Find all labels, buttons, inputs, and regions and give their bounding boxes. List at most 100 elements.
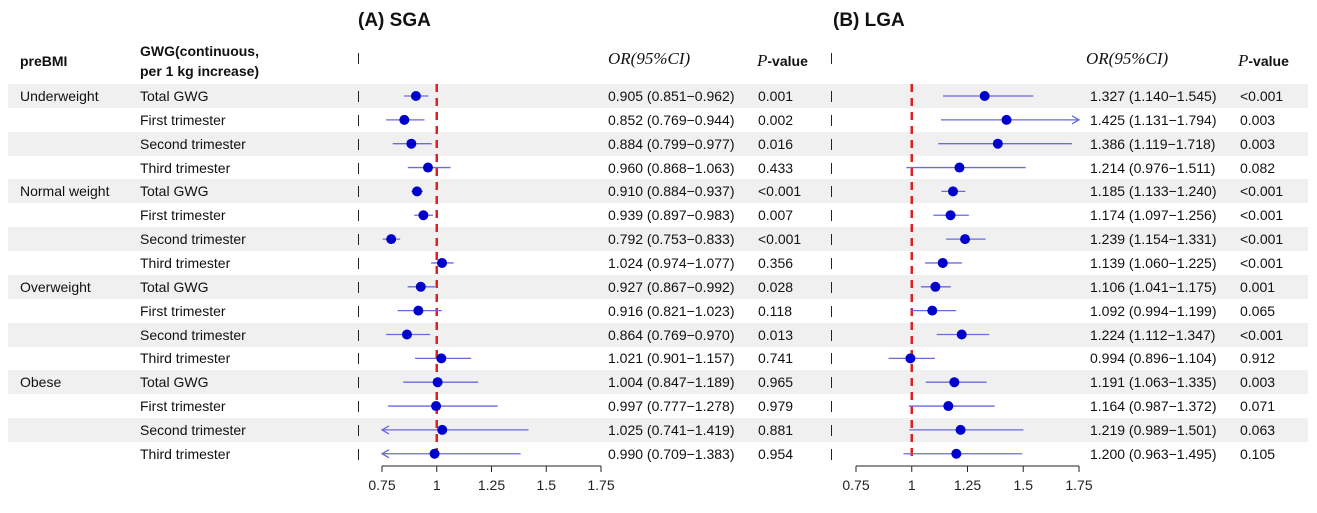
row-stripe — [8, 274, 1308, 299]
or-point-lga — [948, 186, 959, 197]
or-point-lga — [927, 305, 938, 316]
or-point-lga — [992, 138, 1003, 149]
row-tick — [358, 305, 359, 317]
row-tick — [358, 448, 359, 460]
or-point-sga — [437, 257, 448, 268]
prebmi-header: preBMI — [20, 53, 68, 69]
row-tick — [358, 377, 359, 389]
or-point-sga — [401, 329, 412, 340]
or-ci-text-lga: 1.092 (0.994−1.199) — [1090, 302, 1217, 319]
group-label: Underweight — [20, 88, 99, 104]
x-tick-label-sga: 1.75 — [587, 477, 614, 493]
or-ci-text-sga: 0.792 (0.753−0.833) — [608, 231, 735, 248]
row-tick — [358, 186, 359, 198]
row-tick — [358, 353, 359, 365]
pvalue-sga: <0.001 — [758, 183, 802, 200]
or-header-lga: OR(95%CI) — [1086, 49, 1169, 68]
or-ci-text-sga: 0.884 (0.799−0.977) — [608, 135, 735, 152]
pvalue-lga: 0.082 — [1240, 159, 1276, 176]
or-point-lga — [956, 329, 967, 340]
row-stripe — [8, 179, 1308, 204]
or-point-lga — [930, 281, 941, 292]
pvalue-lga: 0.063 — [1240, 421, 1276, 438]
row-stripe — [8, 227, 1308, 252]
row-tick — [831, 424, 832, 436]
row-tick — [831, 186, 832, 198]
x-tick-label-sga: 1.5 — [537, 477, 557, 493]
or-point-lga — [1001, 114, 1012, 125]
panel-title-sga: (A) SGA — [358, 10, 431, 31]
or-point-lga — [960, 234, 971, 245]
pvalue-header-lga: P-value — [1238, 51, 1289, 71]
or-ci-text-sga: 0.864 (0.769−0.970) — [608, 326, 735, 343]
row-label: Second trimester — [140, 135, 246, 152]
row-tick — [358, 210, 359, 222]
pvalue-lga: <0.001 — [1240, 88, 1284, 104]
gwg-header-line2: per 1 kg increase) — [140, 63, 260, 79]
pvalue-lga: 0.003 — [1240, 111, 1276, 128]
row-tick — [358, 281, 359, 293]
or-ci-text-lga: 1.425 (1.131−1.794) — [1090, 111, 1217, 128]
or-point-lga — [945, 210, 956, 221]
x-tick-label-sga: 0.75 — [368, 477, 395, 493]
row-tick — [358, 234, 359, 246]
x-tick-label-lga: 1.25 — [954, 477, 981, 493]
pvalue-sga: 0.979 — [758, 398, 794, 415]
row-label: First trimester — [140, 398, 226, 415]
group-label: Normal weight — [20, 183, 110, 200]
row-tick — [358, 162, 359, 174]
row-label: First trimester — [140, 111, 226, 128]
or-point-lga — [979, 91, 990, 101]
ci-arrow-lga — [1071, 115, 1081, 125]
pvalue-header-italic: P — [1238, 51, 1249, 70]
pvalue-sga: 0.028 — [758, 278, 794, 295]
x-tick-label-sga: 1 — [433, 477, 441, 493]
row-tick — [358, 329, 359, 341]
pvalue-sga: 0.007 — [758, 207, 794, 224]
row-stripe — [8, 322, 1308, 347]
row-label: Third trimester — [140, 445, 231, 462]
group-label: Obese — [20, 374, 62, 391]
pvalue-sga: 0.118 — [758, 302, 792, 319]
row-tick — [831, 281, 832, 293]
or-ci-text-sga: 1.004 (0.847−1.189) — [608, 374, 735, 391]
or-ci-text-lga: 1.164 (0.987−1.372) — [1090, 398, 1217, 415]
row-tick — [358, 91, 359, 102]
row-label: Third trimester — [140, 350, 231, 367]
row-tick — [831, 448, 832, 460]
ci-arrow-sga — [380, 449, 390, 459]
row-label: Total GWG — [140, 88, 209, 104]
or-ci-text-lga: 1.139 (1.060−1.225) — [1090, 254, 1217, 271]
or-ci-text-lga: 0.994 (0.896−1.104) — [1090, 350, 1217, 367]
or-point-sga — [412, 186, 423, 197]
row-tick — [831, 329, 832, 341]
pvalue-header-rest: -value — [767, 53, 808, 69]
row-tick — [831, 162, 832, 174]
or-point-sga — [431, 401, 442, 412]
or-point-sga — [436, 353, 447, 364]
or-point-sga — [413, 305, 424, 316]
pvalue-sga: <0.001 — [758, 231, 802, 248]
or-ci-text-sga: 0.997 (0.777−1.278) — [608, 398, 735, 415]
row-stripe — [8, 370, 1308, 395]
or-ci-text-sga: 0.905 (0.851−0.962) — [608, 88, 735, 104]
panel-title-lga: (B) LGA — [833, 10, 905, 31]
row-tick — [358, 114, 359, 126]
pvalue-sga: 0.016 — [758, 135, 794, 152]
row-stripe — [8, 131, 1308, 156]
pvalue-header-italic: P — [757, 51, 768, 70]
row-tick — [358, 401, 359, 413]
x-tick-label-lga: 0.75 — [842, 477, 869, 493]
pvalue-lga: 0.912 — [1240, 350, 1276, 367]
row-tick — [831, 53, 832, 64]
pvalue-lga: <0.001 — [1240, 183, 1284, 200]
or-ci-text-lga: 1.214 (0.976−1.511) — [1090, 159, 1216, 176]
or-ci-text-sga: 1.024 (0.974−1.077) — [608, 254, 735, 271]
pvalue-lga: 0.065 — [1240, 302, 1276, 319]
or-ci-text-sga: 1.025 (0.741−1.419) — [608, 421, 735, 438]
or-ci-text-lga: 1.386 (1.119−1.718) — [1090, 135, 1216, 152]
pvalue-lga: 0.105 — [1240, 445, 1276, 462]
pvalue-sga: 0.002 — [758, 111, 794, 128]
or-point-sga — [432, 377, 443, 388]
